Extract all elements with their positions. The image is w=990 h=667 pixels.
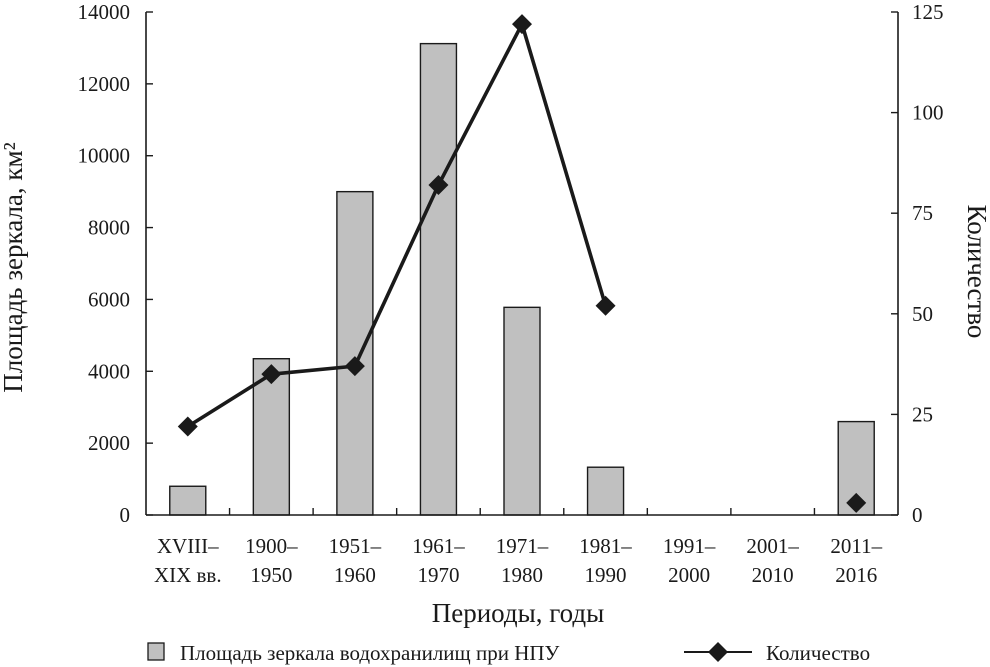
x-tick-label: 2016 (835, 563, 877, 587)
x-tick-label: 1961– (412, 534, 465, 558)
x-tick-label: 1991– (663, 534, 716, 558)
legend-line-marker (708, 642, 728, 662)
bars-layer (169, 42, 875, 516)
count-point (595, 295, 616, 316)
count-point (512, 14, 532, 35)
bar (169, 485, 207, 516)
legend-bar-swatch (147, 642, 165, 661)
x-tick-label: XIX вв. (154, 563, 222, 587)
left-tick-label: 12000 (78, 72, 131, 96)
bar (586, 466, 625, 516)
right-tick-label: 100 (912, 101, 944, 125)
left-tick-label: 10000 (78, 144, 131, 168)
bar (419, 42, 458, 516)
y-axis-title: Площадь зеркала, км² (0, 142, 28, 392)
left-tick-label: 6000 (88, 287, 130, 311)
right-tick-label: 125 (912, 0, 944, 24)
count-line (186, 22, 608, 428)
count-point (846, 492, 867, 513)
x-tick-label: 1951– (329, 534, 382, 558)
count-point (428, 175, 449, 196)
left-tick-label: 2000 (88, 431, 130, 455)
bar (503, 306, 541, 516)
x-tick-label: 1981– (579, 534, 632, 558)
x-tick-label: 1960 (334, 563, 376, 587)
legend: Площадь зеркала водохранилищ при НПУ Кол… (147, 641, 870, 665)
x-tick-label: 1900– (245, 534, 298, 558)
left-tick-label: 4000 (88, 359, 130, 383)
count-point (177, 416, 198, 437)
right-tick-label: 25 (912, 402, 933, 426)
legend-line-label: Количество (766, 641, 870, 665)
right-tick-label: 75 (912, 201, 933, 225)
count-point (344, 356, 365, 377)
x-tick-label: 1990 (585, 563, 627, 587)
right-tick-label: 50 (912, 302, 933, 326)
x-tick-label: 1970 (417, 563, 459, 587)
x-tick-label: 2011– (830, 534, 882, 558)
bar (252, 358, 291, 516)
count-point (261, 364, 282, 385)
bar (336, 190, 374, 516)
axes-layer (145, 12, 899, 516)
x-axis-title: Периоды, годы (432, 598, 605, 628)
right-tick-label: 0 (912, 503, 923, 527)
left-tick-label: 8000 (88, 216, 130, 240)
ticks-layer: 0 2000 4000 6000 8000 10000 12000 14000 0 25 50 75 1… (78, 0, 944, 587)
x-tick-label: 2010 (752, 563, 794, 587)
x-tick-label: 1950 (250, 563, 292, 587)
x-tick-label: 2000 (668, 563, 710, 587)
line-layer (177, 14, 867, 513)
x-tick-label: 1980 (501, 563, 543, 587)
y2-axis-title: Количество (962, 205, 990, 339)
legend-bar-label: Площадь зеркала водохранилищ при НПУ (180, 641, 560, 665)
left-tick-label: 0 (120, 503, 131, 527)
left-tick-label: 14000 (78, 0, 131, 24)
x-tick-label: XVIII– (157, 534, 219, 558)
x-tick-label: 1971– (496, 534, 549, 558)
x-tick-label: 2001– (746, 534, 799, 558)
